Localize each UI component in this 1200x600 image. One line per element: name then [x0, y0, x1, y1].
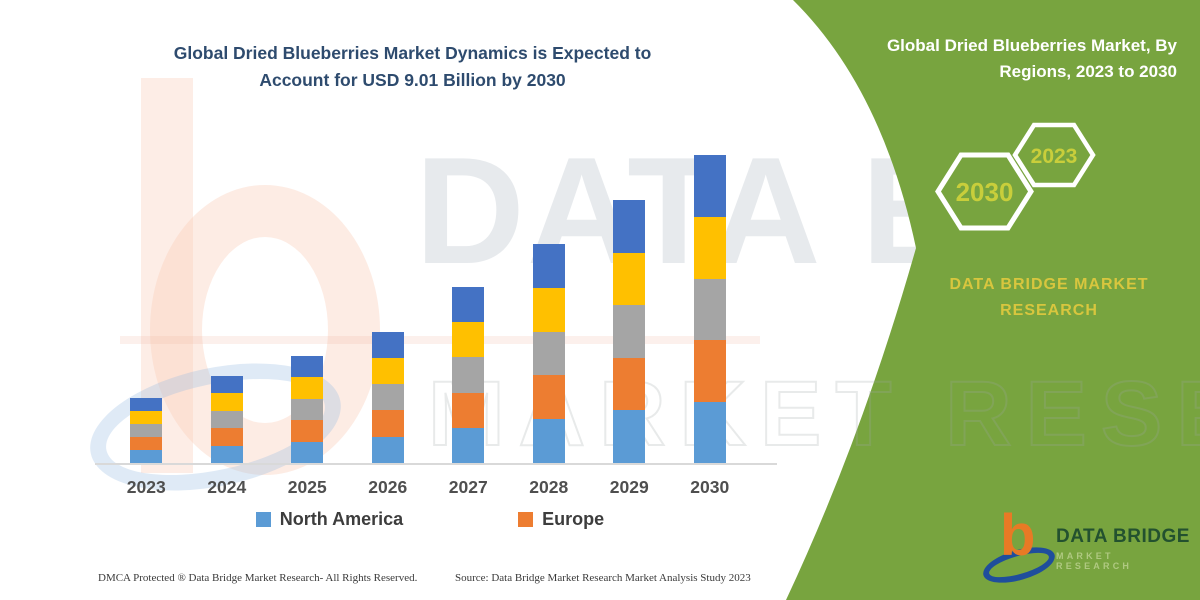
bar-segment-unlabeled-region-gray — [210, 410, 243, 429]
footer-source-text: Source: Data Bridge Market Research Mark… — [455, 572, 751, 584]
bar-segment-north-america — [210, 445, 243, 463]
bar-segment-unlabeled-region-yellow — [371, 357, 404, 385]
stacked-bar-2027 — [452, 287, 485, 463]
panel-heading: Global Dried Blueberries Market, By Regi… — [886, 36, 1177, 81]
x-axis-label-2023: 2023 — [126, 477, 166, 497]
stacked-bar-2030 — [693, 155, 726, 463]
x-axis-label-2026: 2026 — [368, 477, 408, 497]
bar-segment-europe — [693, 340, 726, 402]
x-axis-label-2030: 2030 — [690, 477, 730, 497]
hexagon-2023-label: 2023 — [1031, 145, 1078, 168]
legend-swatch-icon — [255, 512, 271, 527]
x-axis-label-2024: 2024 — [207, 477, 247, 497]
bar-segment-unlabeled-region-darkblue — [371, 331, 404, 358]
stacked-bar-2025 — [291, 355, 324, 463]
bar-segment-north-america — [130, 450, 162, 463]
x-axis-labels: 2023 2024 2025 2026 2027 2028 2029 2030 — [106, 477, 750, 498]
bar-segment-europe — [532, 375, 565, 420]
legend-swatch-icon — [518, 512, 534, 527]
bar-segment-north-america — [613, 410, 646, 463]
bars-row — [130, 150, 726, 463]
x-axis-line — [95, 463, 777, 465]
bar-segment-europe — [130, 437, 162, 450]
bar-segment-unlabeled-region-yellow — [210, 393, 243, 411]
bar-segment-europe — [291, 420, 324, 442]
bar-segment-europe — [613, 357, 646, 411]
stacked-bar-2026 — [371, 331, 404, 463]
x-axis-label-2028: 2028 — [529, 477, 569, 497]
bar-segment-unlabeled-region-yellow — [693, 217, 726, 279]
databridge-logo: b DATA BRIDGE MARKET RESEARCH — [979, 503, 1191, 590]
legend-item-europe: Europe — [518, 509, 604, 530]
bar-segment-unlabeled-region-gray — [291, 398, 324, 420]
bar-segment-unlabeled-region-gray — [613, 305, 646, 358]
bar-segment-unlabeled-region-yellow — [613, 252, 646, 306]
bar-segment-unlabeled-region-yellow — [532, 287, 565, 332]
bar-segment-europe — [210, 428, 243, 446]
logo-brand-name: DATA BRIDGE — [1056, 526, 1190, 547]
bar-segment-unlabeled-region-yellow — [452, 322, 485, 358]
bar-segment-unlabeled-region-yellow — [291, 377, 324, 399]
logo-texts: DATA BRIDGE MARKET RESEARCH — [1056, 526, 1191, 571]
bar-segment-unlabeled-region-darkblue — [613, 200, 646, 253]
bar-segment-unlabeled-region-darkblue — [532, 244, 565, 288]
bar-segment-unlabeled-region-darkblue — [210, 376, 243, 394]
bar-segment-europe — [371, 410, 404, 437]
x-axis-label-2025: 2025 — [287, 477, 327, 497]
chart-legend: North America Europe — [110, 509, 750, 530]
panel-brand-text: DATA BRIDGE MARKET RESEARCH — [949, 276, 1149, 319]
chart-title: Global Dried Blueberries Market Dynamics… — [173, 43, 652, 91]
bar-segment-unlabeled-region-gray — [130, 424, 162, 437]
bar-segment-unlabeled-region-darkblue — [130, 398, 162, 411]
bar-segment-north-america — [452, 427, 485, 463]
bar-segment-north-america — [693, 401, 726, 463]
bar-segment-unlabeled-region-gray — [693, 278, 726, 340]
bar-segment-unlabeled-region-gray — [452, 357, 485, 393]
stacked-bar-2029 — [613, 200, 646, 463]
bar-segment-unlabeled-region-gray — [532, 331, 565, 376]
bar-segment-unlabeled-region-yellow — [130, 411, 162, 424]
bar-segment-unlabeled-region-gray — [371, 384, 404, 411]
bar-segment-europe — [452, 392, 485, 428]
logo-b-icon: b — [1000, 503, 1036, 568]
legend-item-north-america: North America — [255, 509, 404, 530]
x-axis-label-2027: 2027 — [448, 477, 488, 497]
footer-dmca-text: DMCA Protected ® Data Bridge Market Rese… — [98, 572, 418, 584]
x-axis-label-2029: 2029 — [609, 477, 649, 497]
legend-label: North America — [279, 509, 404, 529]
bar-segment-north-america — [291, 441, 324, 463]
hexagon-2030-outline — [935, 152, 1034, 231]
legend-label: Europe — [542, 509, 605, 529]
stacked-bar-2023 — [130, 398, 162, 463]
stacked-bar-2028 — [532, 244, 565, 463]
bar-segment-unlabeled-region-darkblue — [452, 287, 485, 323]
stacked-bar-2024 — [210, 376, 243, 463]
hexagon-2030-label: 2030 — [956, 177, 1014, 207]
bar-segment-north-america — [532, 419, 565, 463]
bar-segment-unlabeled-region-darkblue — [693, 155, 726, 217]
bar-segment-unlabeled-region-darkblue — [291, 355, 324, 377]
logo-tagline: MARKET RESEARCH — [1056, 551, 1133, 571]
hexagon-2023-outline — [1012, 122, 1096, 188]
bar-segment-north-america — [371, 436, 404, 463]
